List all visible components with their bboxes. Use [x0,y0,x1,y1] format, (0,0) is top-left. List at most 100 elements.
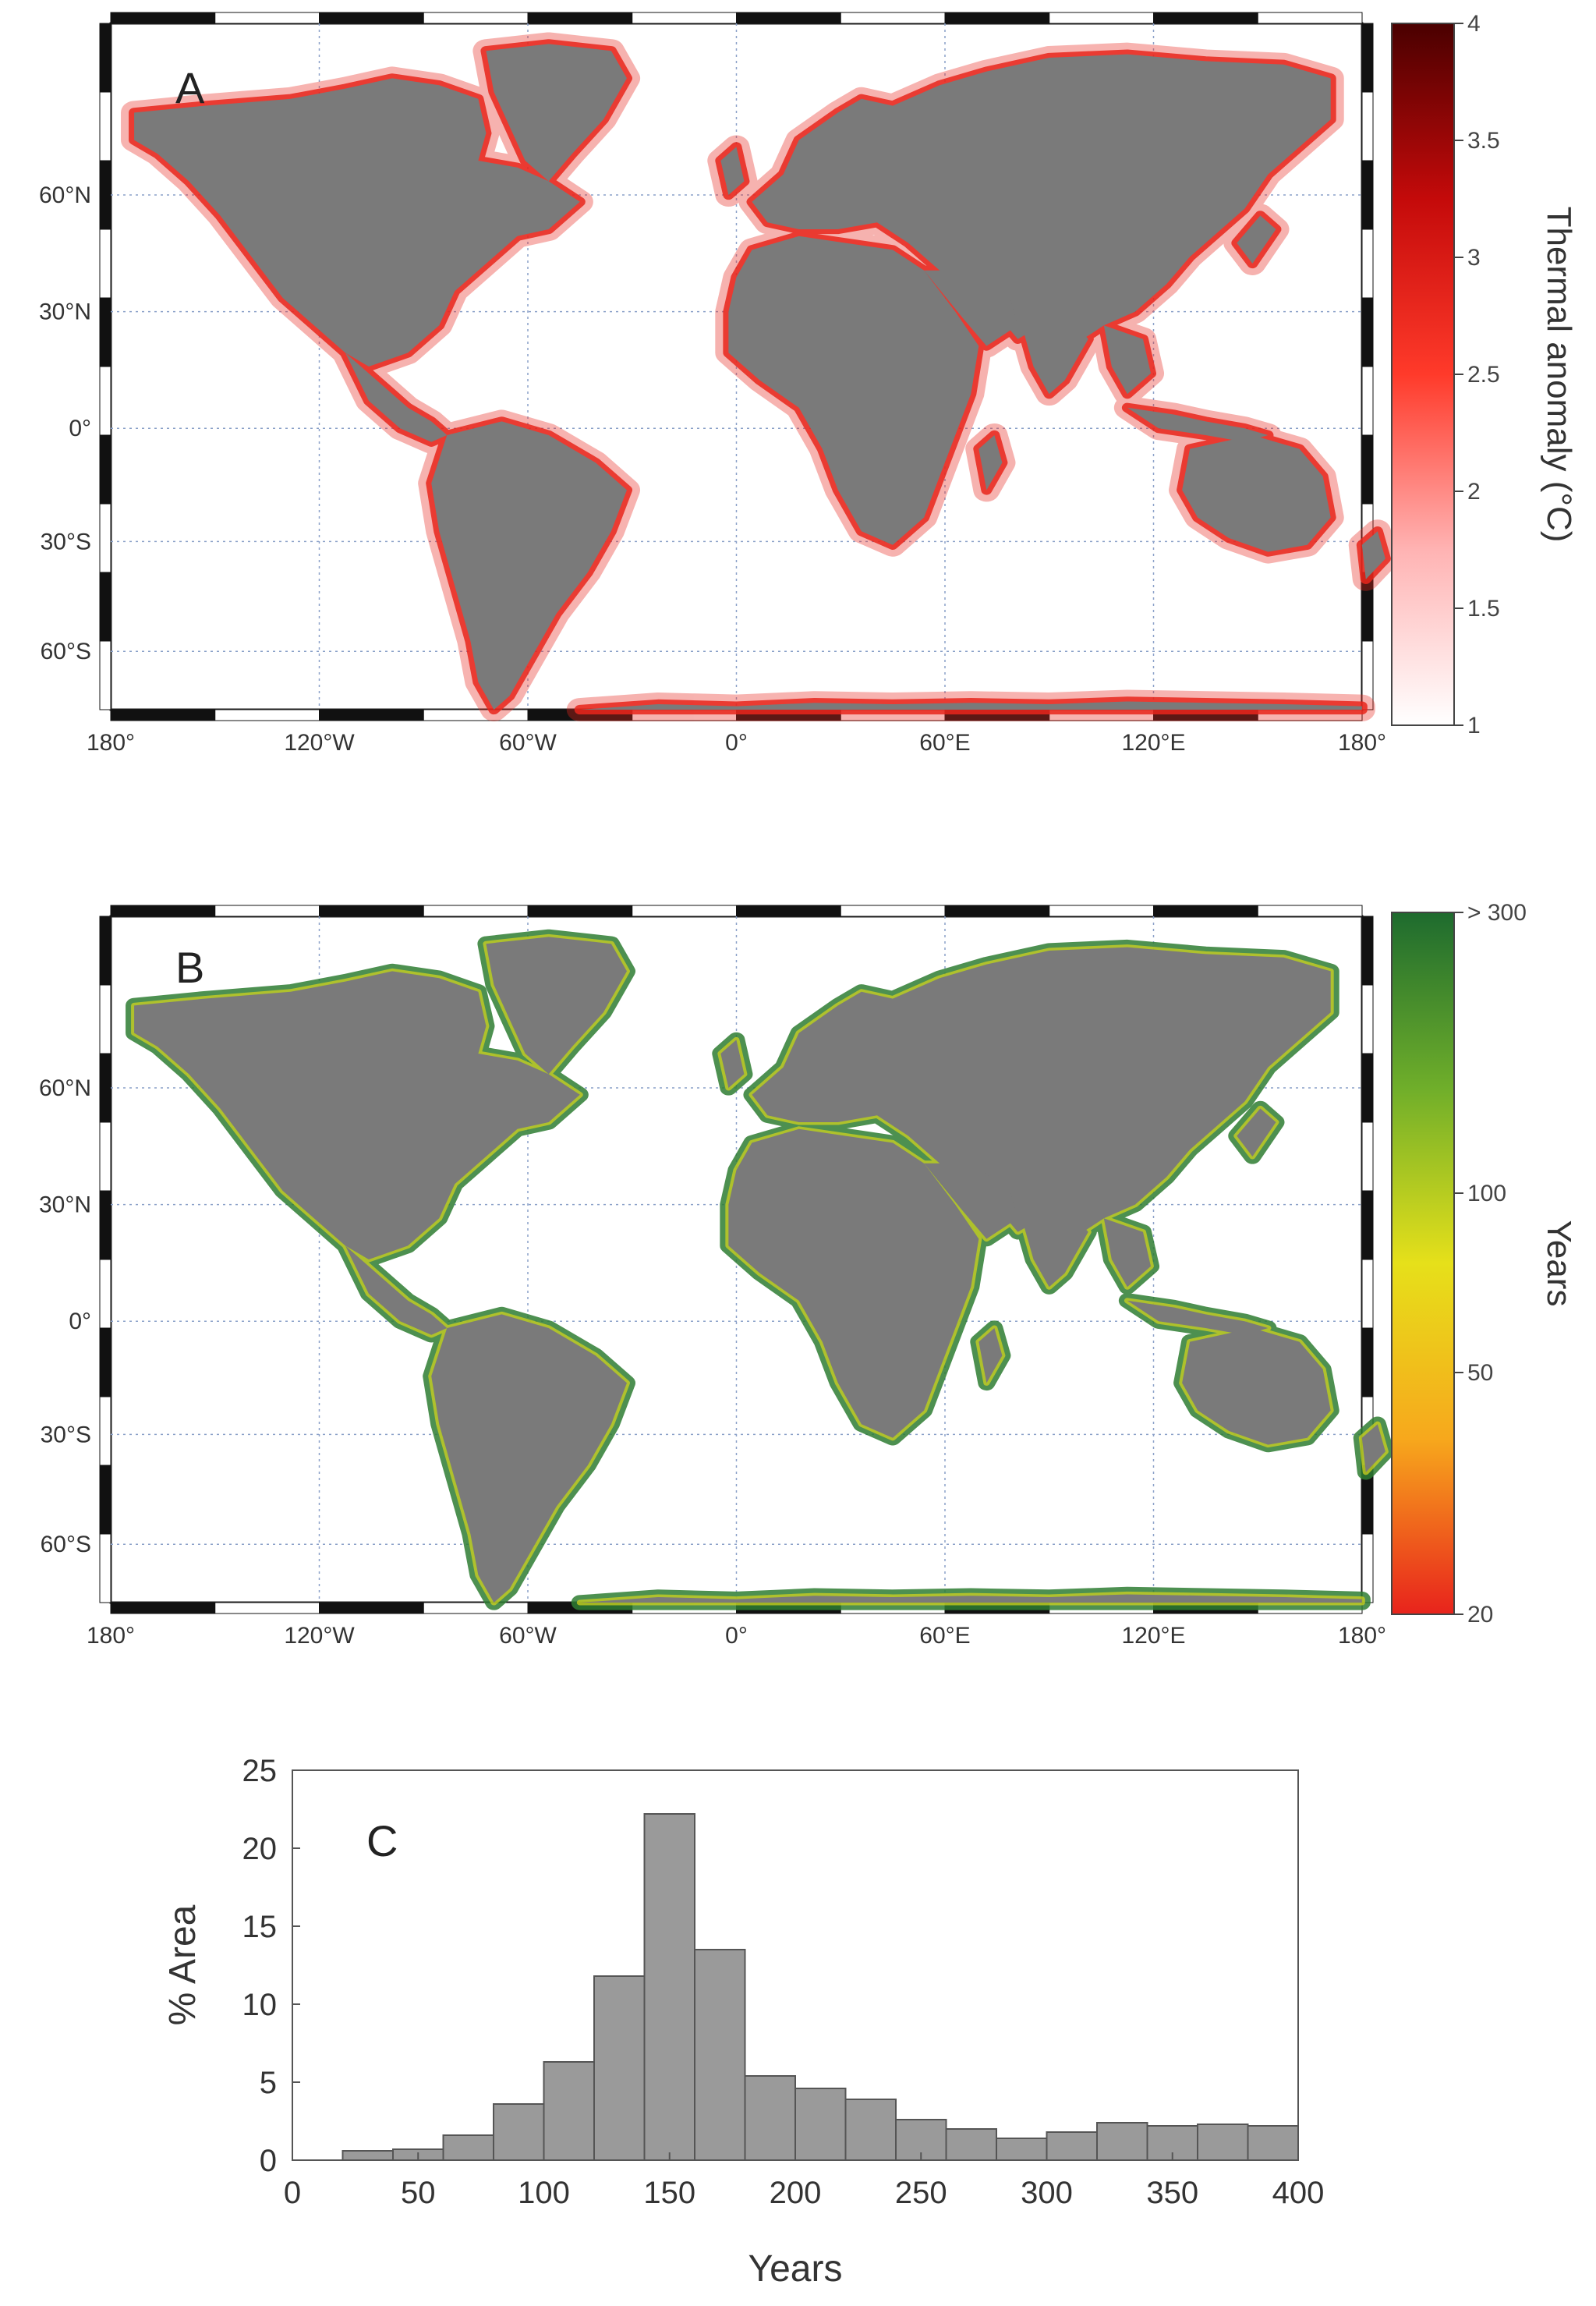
histogram-bar [341,2150,394,2161]
border-segment [1153,905,1258,917]
latitude-label: 0° [69,416,91,441]
border-segment [110,12,216,24]
border-segment [99,434,111,505]
y-tick-label: 20 [242,1832,278,1866]
colorbar-tick-label: 50 [1467,1360,1493,1386]
y-tick-label: 25 [242,1754,278,1788]
panel-c-y-axis-label: % Area [162,1904,203,2025]
longitude-label: 120°W [284,730,355,756]
histogram-bar [996,2138,1048,2161]
latitude-label: 30°S [41,529,91,554]
border-segment [99,1396,111,1466]
colorbar-tick-label: 1 [1467,713,1481,739]
border-segment [1361,984,1374,1054]
border-segment [99,640,111,710]
panel-a-colorbar: 4 3.5 3 2.5 2 1.5 1 Thermal anomaly (°C) [1391,11,1578,739]
border-segment [1361,160,1374,230]
border-segment [423,709,529,721]
colorbar-tick-label: 2 [1467,479,1481,505]
x-tick-label: 100 [518,2176,570,2210]
border-segment [736,905,841,917]
y-tick-label: 5 [260,2066,277,2100]
histogram-bar [543,2061,595,2161]
border-segment [944,905,1050,917]
longitude-label: 0° [725,1623,748,1649]
border-segment [99,1053,111,1123]
border-segment [736,12,841,24]
border-segment [1361,1053,1374,1123]
border-segment [1361,916,1374,986]
border-segment [99,1259,111,1329]
panel-a-colorbar-ticks: 4 3.5 3 2.5 2 1.5 1 [1454,11,1500,739]
longitude-label: 0° [725,730,748,756]
latitude-label: 30°N [39,1192,91,1218]
latitude-label: 30°S [41,1422,91,1447]
longitude-label: 180° [87,730,135,756]
border-segment [1049,12,1154,24]
y-tick-label: 0 [260,2144,277,2178]
border-segment [1361,23,1374,93]
longitude-label: 120°W [284,1623,355,1649]
panel-a-colorbar-ramp [1391,23,1455,726]
border-segment [1361,434,1374,505]
colorbar-tick-label: 2.5 [1467,362,1500,388]
panel-b-colorbar-ramp [1391,912,1455,1615]
colorbar-tick-label: 3.5 [1467,128,1500,154]
border-segment [1361,1121,1374,1192]
histogram-bar [694,1949,746,2161]
border-segment [99,1465,111,1535]
border-segment [944,12,1050,24]
border-segment [214,12,320,24]
longitude-label: 60°E [919,1623,970,1649]
latitude-label: 60°S [41,1532,91,1557]
border-segment [527,905,633,917]
border-segment [99,23,111,93]
histogram-bar [844,2099,897,2161]
border-segment [99,572,111,642]
panel-a-colorbar-label: Thermal anomaly (°C) [1540,207,1578,543]
border-segment [214,905,320,917]
longitude-label: 60°W [499,730,557,756]
panel-a-longitude-labels: 180° 120°W 60°W 0° 60°E 120°E 180° [87,730,1386,756]
panel-c-histogram: 0 50 100 150 200 250 300 350 400 0 5 10 15 20 25 C Ye… [162,1754,1324,2290]
longitude-label: 120°E [1121,730,1185,756]
panel-c-y-ticks: 0 5 10 15 20 25 [242,1754,300,2178]
panel-c-x-ticks: 0 50 100 150 200 250 300 350 400 [284,2152,1324,2210]
border-segment [99,228,111,299]
longitude-label: 60°W [499,1623,557,1649]
border-segment [1361,1190,1374,1260]
border-segment [840,905,946,917]
border-segment [99,984,111,1054]
panel-b-colorbar: > 300 100 50 20 Years [1391,900,1578,1628]
histogram-bar [643,1813,695,2161]
histogram-bar [1046,2131,1098,2161]
border-segment [1257,12,1363,24]
panel-b-letter: B [175,943,204,992]
border-segment [1361,366,1374,436]
panel-c-letter: C [366,1816,398,1865]
panel-b-frame [99,905,1385,1614]
border-segment [1361,1327,1374,1397]
panel-b-colorbar-ticks: > 300 100 50 20 [1454,900,1527,1628]
histogram-bar [593,1975,646,2161]
border-segment [99,1190,111,1260]
border-segment [214,709,320,721]
latitude-label: 60°N [39,182,91,208]
border-segment [319,1602,424,1614]
x-tick-label: 150 [643,2176,695,2210]
border-segment [527,12,633,24]
border-segment [99,160,111,230]
histogram-bar [794,2088,847,2161]
border-segment [99,1121,111,1192]
colorbar-tick-label: 100 [1467,1181,1506,1206]
colorbar-tick-label: > 300 [1467,900,1527,926]
x-tick-label: 250 [895,2176,947,2210]
border-segment [1361,1259,1374,1329]
panel-c-x-axis-label: Years [748,2248,843,2290]
border-segment [423,905,529,917]
border-segment [840,12,946,24]
border-segment [99,297,111,367]
border-segment [110,709,216,721]
border-segment [1049,905,1154,917]
